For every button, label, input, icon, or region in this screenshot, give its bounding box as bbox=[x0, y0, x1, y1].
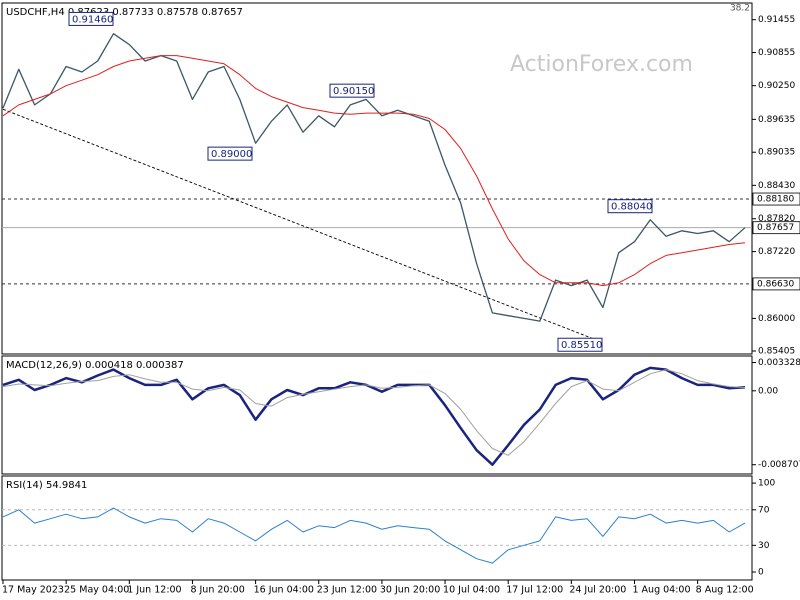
panel-title: RSI(14) 54.9841 bbox=[6, 480, 87, 491]
y-tick-label: 0.00 bbox=[758, 386, 778, 396]
annotation-box bbox=[68, 11, 114, 26]
x-tick-label: 1 Aug 04:00 bbox=[632, 585, 690, 596]
annotation-box bbox=[607, 199, 653, 214]
y-tick-label: 0 bbox=[758, 568, 764, 578]
panel-title: MACD(12,26,9) 0.000418 0.000387 bbox=[6, 360, 184, 371]
x-tick-label: 10 Jul 04:00 bbox=[443, 585, 500, 596]
annotation-label: 0.88040 bbox=[611, 202, 652, 213]
x-tick-label: 1 Jun 12:00 bbox=[127, 585, 181, 596]
y-tick-label: 0.003328 bbox=[758, 358, 800, 368]
x-tick-label: 16 Jun 04:00 bbox=[254, 585, 314, 596]
trend-line bbox=[2, 108, 604, 343]
series-line bbox=[2, 369, 746, 456]
x-tick-label: 23 Jun 12:00 bbox=[317, 585, 377, 596]
x-tick-label: 8 Jun 20:00 bbox=[190, 585, 244, 596]
watermark: ActionForex.com bbox=[510, 52, 693, 77]
y-tick-label: 0.89635 bbox=[758, 115, 795, 125]
series-line bbox=[2, 507, 746, 564]
series-line bbox=[2, 55, 746, 287]
level-label-box bbox=[752, 192, 800, 206]
annotation-box bbox=[557, 337, 603, 352]
y-tick-label: 0.87220 bbox=[758, 247, 795, 257]
level-label: 0.88180 bbox=[757, 195, 794, 205]
panel-title: USDCHF,H4 0.87623 0.87733 0.87578 0.8765… bbox=[6, 7, 243, 18]
y-tick-label: 30 bbox=[758, 541, 770, 551]
annotation-label: 0.91460 bbox=[72, 14, 113, 25]
fib-label: 38.2 bbox=[730, 4, 750, 14]
x-tick-label: 17 Jul 12:00 bbox=[506, 585, 563, 596]
y-tick-label: 0.88430 bbox=[758, 181, 795, 191]
x-tick-label: 17 May 2023 bbox=[2, 585, 64, 596]
y-tick-label: 0.89035 bbox=[758, 148, 795, 158]
x-tick-label: 30 Jun 20:00 bbox=[380, 585, 440, 596]
y-tick-label: 0.90855 bbox=[758, 48, 795, 58]
y-tick-label: -0.008707 bbox=[758, 460, 800, 470]
y-tick-label: 100 bbox=[758, 479, 775, 489]
panel-frame bbox=[1, 2, 753, 355]
y-tick-label: 0.91455 bbox=[758, 15, 795, 25]
level-label-box bbox=[752, 277, 800, 291]
x-tick-label: 25 May 04:00 bbox=[64, 585, 129, 596]
panel-frame bbox=[1, 475, 753, 581]
series-line bbox=[2, 33, 746, 322]
level-label: 0.87657 bbox=[757, 223, 794, 233]
y-tick-label: 0.87820 bbox=[758, 214, 795, 224]
x-tick-label: 8 Aug 12:00 bbox=[696, 585, 754, 596]
level-label: 0.86630 bbox=[757, 279, 794, 289]
panel-frame bbox=[1, 355, 753, 475]
annotation-box bbox=[207, 146, 253, 161]
x-tick-label: 24 Jul 20:00 bbox=[569, 585, 626, 596]
level-label-box bbox=[752, 221, 800, 235]
annotation-label: 0.90150 bbox=[333, 86, 374, 97]
annotation-box bbox=[329, 83, 375, 98]
annotation-label: 0.85510 bbox=[561, 340, 602, 351]
y-tick-label: 0.86000 bbox=[758, 314, 795, 324]
series-line bbox=[2, 366, 746, 466]
annotation-label: 0.89000 bbox=[211, 149, 252, 160]
y-tick-label: 0.85405 bbox=[758, 346, 795, 356]
y-tick-label: 70 bbox=[758, 505, 770, 515]
y-tick-label: 0.90250 bbox=[758, 81, 795, 91]
